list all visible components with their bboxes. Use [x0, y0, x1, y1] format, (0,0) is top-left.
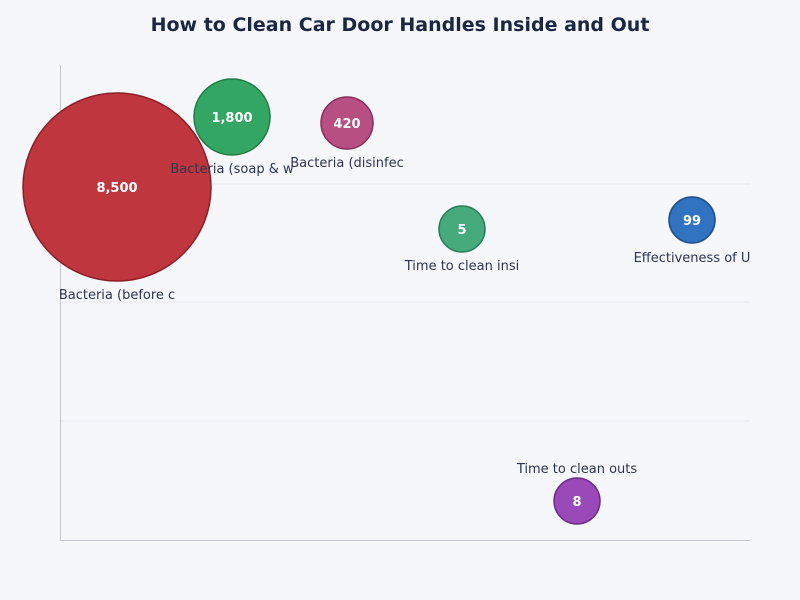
bubble-label: Time to clean outs [516, 462, 638, 477]
bubble-value: 5 [457, 223, 466, 238]
bubble-circle [553, 477, 601, 525]
bubble: 5 Time to clean insi [404, 205, 519, 274]
bubble-label: Bacteria (disinfec [290, 156, 403, 171]
bubble: 1,800 Bacteria (soap & w [170, 78, 294, 177]
bubble-label: Bacteria (before c [59, 288, 175, 303]
bubble-circle [22, 92, 212, 282]
bubble-value: 8,500 [96, 181, 137, 196]
bubble: 99 Effectiveness of U [634, 196, 751, 266]
bubble-circle [668, 196, 716, 244]
bubble-value: 420 [333, 117, 360, 132]
bubble: 420 Bacteria (disinfec [290, 96, 404, 171]
bubble-label: Effectiveness of U [634, 251, 751, 266]
bubble-label: Bacteria (soap & w [170, 162, 294, 177]
bubble-circle [193, 78, 271, 156]
bubble-circle [438, 205, 486, 253]
bubble-value: 8 [572, 495, 581, 510]
bubble-value: 99 [683, 214, 701, 229]
bubbles-group: 8,500 Bacteria (before c 1,800 Bacteria (so… [22, 78, 751, 525]
bubble-circle [320, 96, 374, 150]
bubble: 8 Time to clean outs [516, 462, 638, 525]
bubble-label: Time to clean insi [404, 259, 519, 274]
bubble: 8,500 Bacteria (before c [22, 92, 212, 303]
chart-title: How to Clean Car Door Handles Inside and… [150, 14, 650, 36]
bubble-value: 1,800 [211, 111, 252, 126]
